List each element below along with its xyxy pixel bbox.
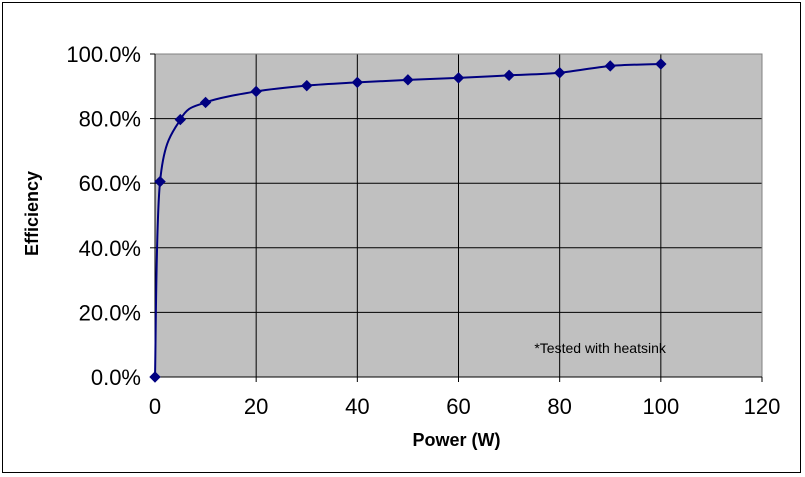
data-point xyxy=(503,69,515,82)
data-point xyxy=(149,371,161,383)
y-tick-label: 60.0% xyxy=(79,171,141,196)
data-point xyxy=(199,96,212,109)
data-point xyxy=(655,58,667,70)
y-tick-label: 80.0% xyxy=(79,107,141,132)
y-tick-label: 100.0% xyxy=(66,42,141,67)
data-point xyxy=(351,76,364,89)
x-axis-title: Power (W) xyxy=(413,430,501,450)
x-tick-label: 20 xyxy=(244,394,268,419)
tick-labels: 0.0% 20.0% 40.0% 60.0% 80.0% 100.0% 0 20 40 60 80 1… xyxy=(66,42,780,419)
x-tick-label: 80 xyxy=(547,394,571,419)
y-tick-label: 20.0% xyxy=(79,300,141,325)
data-point xyxy=(604,60,616,72)
data-point xyxy=(452,72,465,84)
y-tick-label: 40.0% xyxy=(79,236,141,261)
y-tick-label: 0.0% xyxy=(91,365,141,390)
y-axis-title: Efficiency xyxy=(22,171,42,256)
x-tick-label: 0 xyxy=(149,394,161,419)
data-point xyxy=(154,175,166,188)
x-tick-label: 60 xyxy=(446,394,470,419)
data-point xyxy=(553,67,566,79)
data-point xyxy=(174,113,186,126)
annotation-note: *Tested with heatsink xyxy=(534,340,667,356)
series-layer xyxy=(149,58,667,383)
data-point xyxy=(402,74,414,86)
data-point xyxy=(301,79,313,92)
x-tick-label: 120 xyxy=(744,394,781,419)
x-tick-label: 40 xyxy=(345,394,369,419)
x-tick-label: 100 xyxy=(642,394,679,419)
data-point xyxy=(250,85,262,98)
